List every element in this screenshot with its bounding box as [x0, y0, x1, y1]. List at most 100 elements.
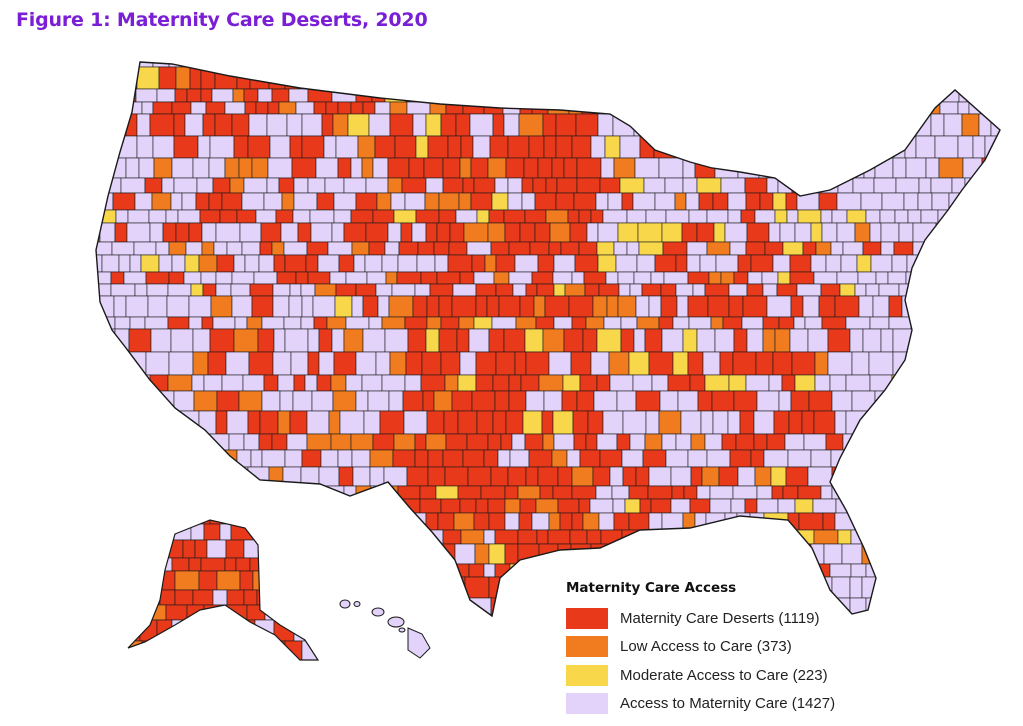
county-cell: [80, 317, 95, 329]
county-cell: [868, 351, 894, 376]
county-cell: [248, 351, 274, 376]
county-cell: [184, 113, 204, 137]
county-cell: [909, 88, 931, 103]
county-cell: [812, 498, 837, 514]
county-cell: [123, 390, 142, 412]
county-cell: [825, 433, 844, 451]
county-cell: [331, 88, 357, 103]
county-cell: [645, 410, 660, 435]
county-cell: [186, 88, 202, 103]
county-cell: [895, 543, 912, 565]
county-cell: [301, 576, 320, 599]
county-cell: [819, 88, 840, 103]
county-cell: [171, 557, 190, 572]
county-cell: [309, 485, 322, 500]
county-cell: [319, 498, 343, 514]
county-cell: [601, 563, 618, 578]
county-cell: [842, 66, 857, 90]
county-cell: [420, 374, 446, 392]
county-cell: [831, 209, 848, 224]
county-cell: [156, 88, 176, 103]
county-cell: [275, 209, 294, 224]
county-cell: [573, 192, 597, 211]
county-cell: [589, 62, 606, 68]
county-cell: [152, 101, 173, 115]
county-cell: [1010, 411, 1023, 434]
county-cell: [380, 62, 397, 68]
county-cell: [745, 192, 761, 211]
county-cell: [483, 529, 496, 545]
county-cell: [165, 209, 179, 224]
county-cell: [606, 295, 619, 318]
county-cell: [445, 433, 468, 451]
county-cell: [307, 619, 318, 642]
county-cell: [113, 135, 138, 159]
county-cell: [96, 433, 116, 451]
county-cell: [475, 615, 492, 616]
county-cell: [475, 283, 497, 297]
county-cell: [96, 177, 101, 194]
county-cell: [964, 449, 984, 468]
county-cell: [590, 351, 610, 376]
county-cell: [787, 101, 804, 115]
county-cell: [261, 390, 281, 412]
county-cell: [313, 316, 328, 330]
county-cell: [128, 328, 152, 353]
county-cell: [128, 539, 142, 559]
county-cell: [128, 570, 141, 591]
county-cell: [707, 62, 733, 68]
county-cell: [951, 177, 966, 194]
county-cell: [261, 512, 287, 531]
county-cell: [149, 410, 165, 435]
county-cell: [338, 466, 354, 487]
county-cell: [955, 271, 976, 285]
county-cell: [942, 449, 966, 468]
county-cell: [300, 570, 315, 591]
county-cell: [734, 135, 753, 159]
county-cell: [156, 523, 171, 541]
county-cell: [135, 449, 150, 468]
county-cell: [426, 295, 440, 318]
county-cell: [457, 485, 482, 500]
county-cell: [361, 374, 383, 392]
county-cell: [150, 328, 172, 353]
county-cell: [466, 241, 492, 256]
county-cell: [273, 254, 286, 273]
county-cell: [161, 498, 175, 514]
county-cell: [344, 66, 367, 90]
county-cell: [136, 66, 160, 90]
county-cell: [480, 66, 494, 90]
county-cell: [987, 101, 1000, 115]
county-cell: [211, 485, 234, 500]
county-cell: [826, 135, 840, 159]
county-cell: [777, 271, 791, 285]
county-cell: [772, 529, 797, 545]
county-cell: [913, 328, 926, 353]
county-cell: [534, 222, 551, 243]
county-cell: [368, 241, 386, 256]
county-cell: [337, 101, 352, 115]
county-cell: [713, 222, 726, 243]
county-cell: [470, 157, 489, 179]
county-cell: [844, 466, 861, 487]
county-cell: [592, 466, 611, 487]
county-cell: [462, 66, 482, 90]
county-cell: [626, 241, 640, 256]
county-cell: [662, 101, 675, 115]
county-cell: [238, 157, 253, 179]
county-cell: [202, 640, 216, 660]
county-cell: [579, 563, 603, 578]
county-cell: [265, 498, 281, 514]
county-cell: [241, 192, 265, 211]
county-cell: [692, 283, 706, 297]
county-cell: [247, 410, 261, 435]
county-cell: [210, 295, 233, 318]
county-cell: [978, 498, 992, 514]
county-cell: [894, 209, 909, 224]
county-cell: [286, 433, 308, 451]
county-cell: [573, 433, 587, 451]
county-cell: [397, 254, 418, 273]
county-cell: [263, 662, 276, 675]
county-cell: [96, 529, 98, 545]
county-cell: [158, 254, 173, 273]
